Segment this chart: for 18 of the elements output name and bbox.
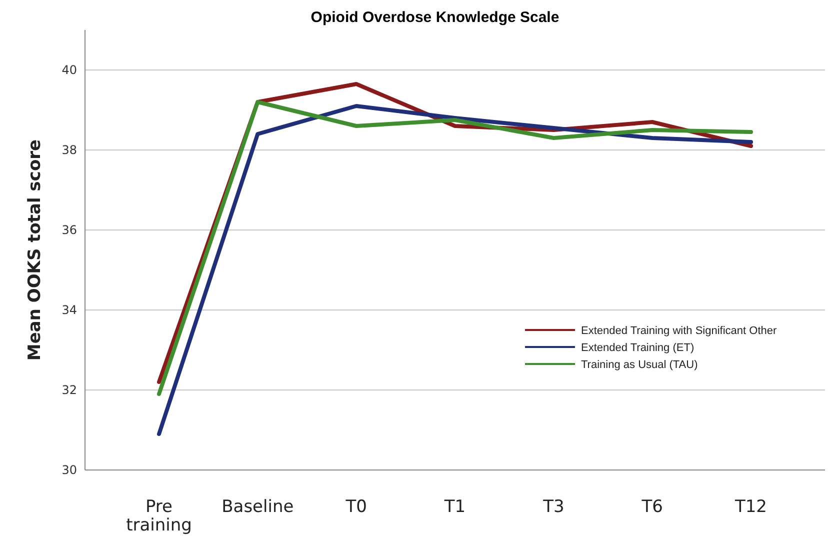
x-tick-label: T6 [640, 497, 663, 517]
x-tick-label: Pre training [126, 497, 192, 536]
x-tick-label: T12 [734, 497, 768, 517]
x-tick-label: T0 [344, 497, 367, 517]
x-tick-label: T3 [542, 497, 564, 517]
y-axis-title: Mean OOKS total score [25, 139, 45, 361]
legend-label: Extended Training (ET) [581, 342, 694, 354]
chart-title: Opioid Overdose Knowledge Scale [310, 9, 560, 26]
y-tick-label: 36 [62, 223, 77, 238]
legend-label: Training as Usual (TAU) [581, 358, 698, 371]
y-tick-label: 40 [62, 63, 77, 78]
legend-label: Extended Training with Significant Other [581, 324, 777, 337]
x-tick-label: Baseline [222, 497, 294, 517]
x-tick-label: T1 [443, 497, 466, 517]
y-tick-label: 30 [62, 463, 77, 478]
y-tick-label: 34 [62, 303, 77, 318]
y-tick-label: 38 [62, 143, 77, 158]
y-tick-label: 32 [62, 383, 77, 398]
